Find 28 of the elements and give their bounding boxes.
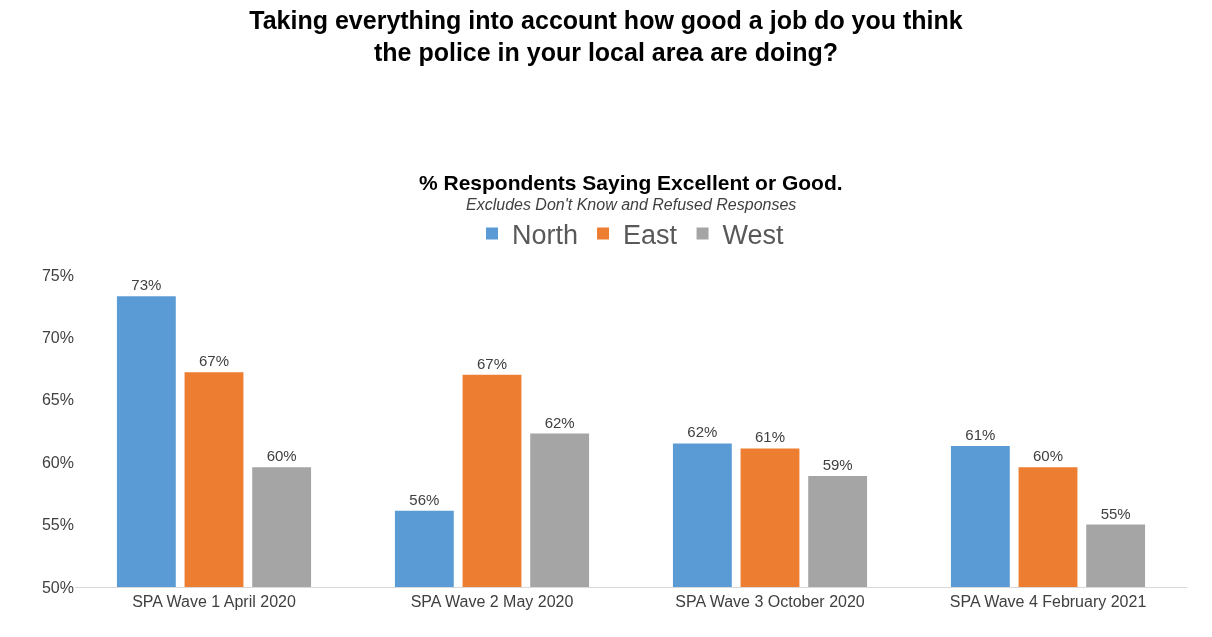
- x-tick-label: SPA Wave 4 February 2021: [949, 593, 1147, 611]
- legend-label: East: [623, 220, 678, 251]
- legend-label: North: [512, 220, 579, 251]
- data-label: 67%: [476, 354, 508, 372]
- x-tick-label: SPA Wave 1 April 2020: [132, 593, 296, 611]
- y-tick-label: 70%: [41, 329, 74, 346]
- chart-subtitle: % Respondents Saying Excellent or Good.: [419, 171, 843, 194]
- x-tick-label: SPA Wave 3 October 2020: [675, 593, 865, 611]
- data-label: 59%: [822, 455, 853, 473]
- data-label: 73%: [131, 276, 162, 294]
- y-tick-label: 65%: [41, 391, 74, 409]
- data-label: 55%: [1100, 504, 1131, 522]
- data-label: 60%: [266, 447, 297, 465]
- data-label: 61%: [754, 428, 786, 446]
- data-label: 56%: [409, 490, 440, 508]
- x-tick-label: SPA Wave 2 May 2020: [410, 593, 574, 611]
- data-label: 60%: [1032, 447, 1064, 465]
- data-label: 62%: [687, 423, 718, 441]
- y-tick-label: 55%: [41, 516, 74, 534]
- data-label: 67%: [198, 352, 230, 370]
- chart-title: Taking everything into account how good a job do you think the police in your local area are doing?: [249, 5, 963, 67]
- y-tick-label: 60%: [41, 453, 74, 471]
- legend-label: West: [722, 220, 785, 251]
- y-tick-label: 50%: [41, 578, 74, 596]
- data-label: 62%: [544, 413, 575, 431]
- text: Excludes Don't Know and Refused Responses: [466, 196, 797, 213]
- data-label: 61%: [965, 425, 996, 443]
- y-tick-label: 75%: [41, 266, 74, 284]
